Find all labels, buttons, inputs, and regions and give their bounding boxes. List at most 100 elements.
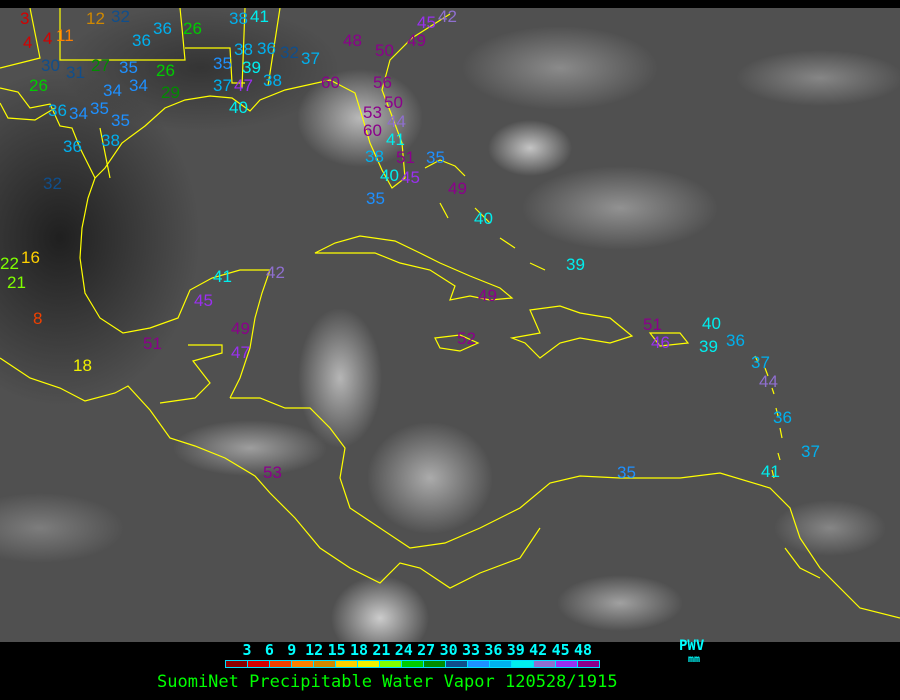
station-pwv-value: 30 bbox=[41, 56, 60, 75]
station-pwv-value: 36 bbox=[773, 408, 792, 427]
station-pwv-value: 31 bbox=[66, 63, 85, 82]
station-pwv-value: 46 bbox=[651, 333, 670, 352]
legend-swatch bbox=[248, 661, 270, 667]
station-pwv-value: 22 bbox=[0, 254, 19, 273]
station-pwv-value: 34 bbox=[129, 76, 148, 95]
legend-swatch bbox=[380, 661, 402, 667]
lesser-antilles bbox=[754, 355, 821, 579]
station-pwv-value: 37 bbox=[751, 353, 770, 372]
station-pwv-value: 37 bbox=[801, 442, 820, 461]
legend-unit: mm bbox=[688, 654, 701, 665]
station-pwv-value: 26 bbox=[156, 61, 175, 80]
station-pwv-value: 51 bbox=[643, 315, 662, 334]
puerto-rico bbox=[648, 332, 690, 347]
legend-tick: 24 bbox=[394, 641, 413, 659]
station-pwv-value: 36 bbox=[153, 19, 172, 38]
station-pwv-value: 32 bbox=[111, 8, 130, 26]
legend-swatch bbox=[490, 661, 512, 667]
station-pwv-value: 38 bbox=[263, 71, 282, 90]
legend-swatch bbox=[534, 661, 556, 667]
station-pwv-value: 11 bbox=[56, 26, 74, 45]
legend-tick: 21 bbox=[372, 641, 391, 659]
legend-tick: 18 bbox=[349, 641, 369, 659]
legend-tick: 48 bbox=[573, 641, 593, 659]
station-pwv-value: 37 bbox=[213, 76, 232, 95]
station-pwv-value: 41 bbox=[250, 8, 269, 26]
legend-swatch bbox=[336, 661, 358, 667]
station-pwv-value: 41 bbox=[213, 267, 232, 286]
central-america-caribbean-coast bbox=[230, 397, 900, 619]
mexico-guatemala-border bbox=[159, 344, 223, 404]
station-pwv-value: 53 bbox=[263, 463, 282, 482]
station-pwv-value: 41 bbox=[761, 462, 780, 481]
station-pwv-value: 36 bbox=[132, 31, 151, 50]
coastline-paths bbox=[0, 8, 900, 619]
station-pwv-value: 27 bbox=[91, 56, 110, 75]
station-pwv-value: 49 bbox=[231, 319, 250, 338]
station-pwv-value: 40 bbox=[474, 209, 493, 228]
legend-tick: 30 bbox=[439, 641, 458, 659]
station-pwv-value: 39 bbox=[699, 337, 718, 356]
station-pwv-value: 51 bbox=[396, 148, 415, 167]
station-pwv-value: 35 bbox=[119, 58, 138, 77]
station-pwv-value: 35 bbox=[617, 463, 636, 482]
station-pwv-value: 42 bbox=[266, 263, 285, 282]
legend-tick: 12 bbox=[305, 641, 324, 659]
station-pwv-value: 39 bbox=[566, 255, 585, 274]
station-pwv-value: 49 bbox=[448, 179, 467, 198]
station-pwv-value: 16 bbox=[21, 248, 40, 267]
station-pwv-value: 39 bbox=[242, 58, 261, 77]
station-pwv-value: 29 bbox=[161, 83, 180, 102]
legend-tick: 6 bbox=[264, 641, 274, 659]
legend-tick: 15 bbox=[327, 641, 346, 659]
legend-tick: 27 bbox=[417, 641, 436, 659]
legend-tick: 33 bbox=[461, 641, 481, 659]
jamaica bbox=[434, 334, 480, 352]
legend-swatch bbox=[314, 661, 336, 667]
station-pwv-value: 40 bbox=[702, 314, 721, 333]
station-pwv-value: 44 bbox=[759, 372, 778, 391]
station-pwv-value: 52 bbox=[457, 329, 476, 348]
station-pwv-value: 26 bbox=[183, 19, 202, 38]
station-pwv-value: 32 bbox=[280, 43, 299, 62]
station-pwv-value: 26 bbox=[29, 76, 48, 95]
station-pwv-value: 18 bbox=[73, 356, 92, 375]
cuba bbox=[314, 235, 514, 301]
product-title: SuomiNet Precipitable Water Vapor 120528… bbox=[157, 672, 618, 692]
station-pwv-value: 37 bbox=[301, 49, 320, 68]
station-pwv-value: 44 bbox=[387, 112, 406, 131]
legend-swatch bbox=[226, 661, 248, 667]
coastlines bbox=[0, 8, 900, 619]
satellite-map: 3 4 4 12 11 32 36 36 26 38 41 38 36 32 30 26 31 27 35 34 34 2… bbox=[0, 8, 900, 642]
station-pwv-value: 21 bbox=[7, 273, 26, 292]
station-pwv-value: 38 bbox=[365, 147, 384, 166]
station-pwv-value: 35 bbox=[90, 99, 109, 118]
bahamas bbox=[424, 159, 546, 271]
legend-swatch bbox=[402, 661, 424, 667]
pacific-coast bbox=[0, 357, 541, 589]
us-state-borders bbox=[0, 8, 281, 179]
station-pwv-value: 60 bbox=[363, 121, 382, 140]
station-pwv-value: 40 bbox=[229, 98, 248, 117]
station-pwv-value: 47 bbox=[231, 343, 250, 362]
station-pwv-value: 38 bbox=[101, 131, 120, 150]
station-pwv-value: 38 bbox=[234, 40, 253, 59]
station-pwv-value: 50 bbox=[375, 41, 394, 60]
station-pwv-value: 4 bbox=[23, 33, 33, 52]
legend-swatch bbox=[292, 661, 314, 667]
station-pwv-value: 36 bbox=[257, 39, 276, 58]
legend-color-bar bbox=[225, 660, 600, 668]
station-pwv-value: 32 bbox=[43, 174, 62, 193]
station-pwv-value: 53 bbox=[363, 103, 382, 122]
station-pwv-value: 38 bbox=[229, 9, 248, 28]
mexico-gulf-coast bbox=[79, 177, 271, 399]
station-pwv-value: 50 bbox=[384, 93, 403, 112]
station-pwv-value: 45 bbox=[401, 168, 420, 187]
station-pwv-value: 8 bbox=[33, 309, 43, 328]
station-pwv-value: 47 bbox=[234, 76, 253, 95]
legend-swatch bbox=[446, 661, 468, 667]
legend-tick: 3 bbox=[242, 641, 252, 659]
station-pwv-value: 4 bbox=[43, 29, 53, 48]
station-pwv-value: 35 bbox=[366, 189, 385, 208]
